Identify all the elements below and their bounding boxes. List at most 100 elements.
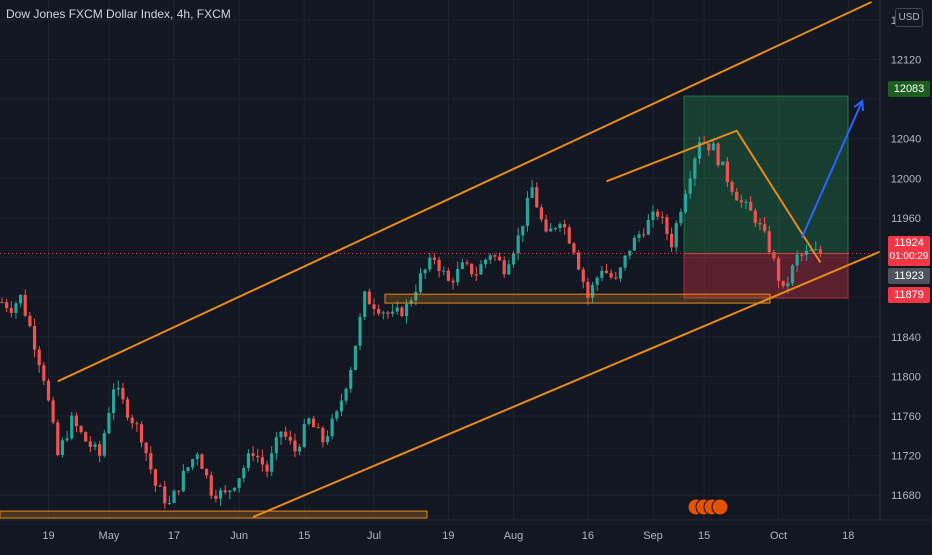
candle-body [377, 308, 381, 314]
candle-body [414, 291, 418, 301]
candle-body [307, 418, 311, 425]
candle-body [651, 211, 655, 221]
candle-body [581, 269, 585, 282]
candle-body [586, 281, 590, 298]
x-tick-label: 18 [842, 530, 854, 542]
candle-body [130, 417, 134, 424]
candle-body [200, 454, 204, 469]
candle-body [786, 283, 790, 286]
candle-body [493, 255, 497, 257]
candle-body [744, 201, 748, 203]
candle-body [391, 311, 395, 314]
candle-body [818, 249, 822, 254]
candle-body [442, 270, 446, 272]
candle-body [330, 418, 334, 437]
candle-body [767, 231, 771, 253]
y-tick-label: 11840 [891, 332, 921, 344]
candle-body [670, 233, 674, 248]
x-tick-label: Aug [504, 530, 524, 542]
candle-body [776, 258, 781, 281]
candle-body [139, 424, 144, 443]
candle-body [260, 457, 264, 465]
candle-body [711, 143, 716, 151]
candle-body [488, 255, 492, 260]
candle-body [632, 237, 636, 251]
candle-body [567, 227, 571, 244]
candle-body [428, 257, 432, 270]
candle-body [456, 268, 460, 283]
candle-body [19, 294, 23, 304]
candle-body [474, 274, 478, 276]
candle-body [353, 345, 357, 370]
y-tick-label: 11720 [891, 451, 921, 463]
y-tick-label: 11960 [891, 213, 921, 225]
candle-body [195, 454, 199, 460]
y-tick-label: 12120 [891, 54, 922, 66]
last-price-tag: 11923 [888, 268, 930, 284]
currency-button[interactable]: USD [895, 8, 923, 27]
candle-body [321, 427, 325, 443]
candle-body [107, 413, 111, 434]
candle-body [339, 400, 344, 412]
candle-body [149, 453, 153, 470]
candle-body [28, 315, 32, 327]
candle-body [65, 438, 69, 441]
candle-body [544, 219, 548, 232]
candle-body [646, 220, 650, 235]
candle-body [577, 252, 581, 270]
candle-body [60, 440, 65, 455]
candle-body [409, 300, 413, 304]
candle-body [665, 217, 669, 234]
candle-body [144, 442, 148, 454]
x-tick-label: 16 [582, 530, 594, 542]
candle-body [279, 431, 283, 438]
candle-body [763, 224, 767, 232]
candle-body [316, 427, 320, 429]
candle-body [707, 143, 711, 151]
x-tick-label: 19 [442, 530, 454, 542]
candle-body [242, 468, 246, 479]
candle-body [302, 424, 306, 447]
candle-body [683, 193, 688, 213]
candle-body [23, 294, 27, 316]
x-tick-label: Oct [770, 530, 787, 542]
candle-body [795, 254, 799, 266]
candle-body [758, 223, 762, 225]
candle-body [93, 444, 97, 447]
candle-body [814, 249, 818, 251]
candle-body [479, 264, 483, 275]
candle-body [46, 380, 51, 401]
target-price-tag: 12083 [888, 81, 930, 97]
candle-body [88, 441, 92, 447]
candle-body [697, 142, 702, 159]
candle-body [218, 490, 223, 499]
symbol-title[interactable]: Dow Jones FXCM Dollar Index, 4h, FXCM [6, 7, 231, 21]
candle-body [79, 426, 83, 433]
candle-body [9, 308, 13, 313]
candle-body [604, 270, 609, 273]
candle-body [716, 143, 720, 166]
candle-body [572, 243, 576, 253]
candle-body [618, 267, 623, 279]
candle-body [163, 486, 167, 504]
candle-body [465, 262, 469, 264]
candle-body [484, 259, 488, 265]
candle-body [507, 264, 511, 275]
candle-body [525, 197, 530, 226]
candle-body [609, 272, 613, 278]
candle-body [790, 265, 795, 284]
candle-body [437, 259, 441, 271]
candle-body [660, 216, 664, 218]
candle-body [451, 280, 455, 283]
candle-body [5, 302, 9, 309]
candle-body [237, 478, 241, 488]
bottom-support-zone [0, 510, 428, 519]
candle-body [98, 444, 102, 456]
candle-body [386, 312, 390, 314]
candle-body [209, 475, 213, 496]
candle-body [800, 254, 804, 256]
x-tick-label: 15 [698, 530, 710, 542]
candle-body [460, 262, 464, 269]
